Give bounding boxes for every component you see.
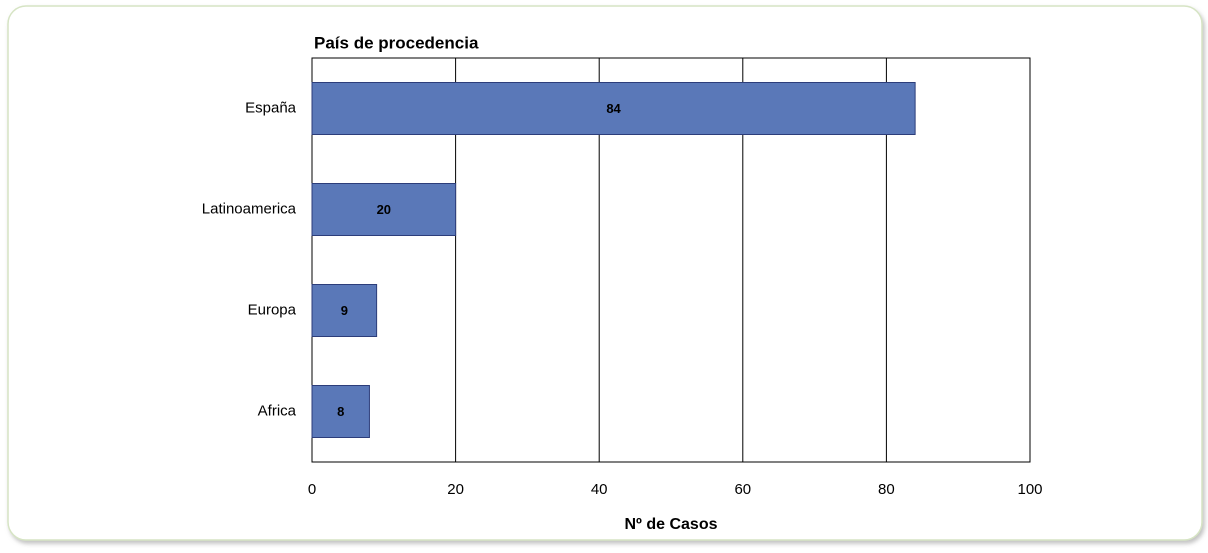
x-tick-label: 0	[308, 481, 316, 498]
chart-title: País de procedencia	[314, 33, 479, 52]
x-tick-label: 60	[734, 481, 751, 498]
x-tick-label: 40	[591, 481, 608, 498]
bar	[311, 284, 378, 337]
data-label: 20	[377, 202, 391, 217]
x-tick-label: 100	[1017, 481, 1042, 498]
bar	[311, 82, 916, 135]
y-tick-label: España	[245, 99, 297, 116]
bar	[311, 183, 457, 236]
x-tick-label: 80	[878, 481, 895, 498]
y-tick-label: Europa	[248, 301, 297, 318]
y-tick-label: Africa	[258, 402, 297, 419]
data-label: 8	[337, 404, 344, 419]
frame	[7, 5, 1203, 541]
bar	[311, 385, 370, 438]
y-tick-label: Latinoamerica	[202, 200, 297, 217]
x-tick-label: 20	[447, 481, 464, 498]
x-axis-label: Nº de Casos	[625, 516, 718, 533]
data-label: 84	[606, 101, 621, 116]
data-label: 9	[341, 303, 348, 318]
